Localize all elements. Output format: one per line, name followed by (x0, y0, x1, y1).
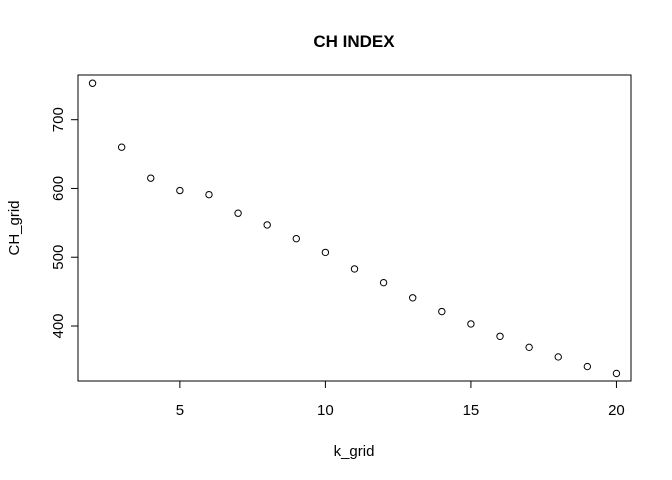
data-point (147, 174, 155, 182)
data-point (612, 369, 621, 378)
x-tick-label: 15 (463, 402, 480, 419)
data-point (350, 265, 359, 273)
y-axis: 400 500 600 700 (50, 107, 79, 339)
y-axis-label: CH_grid (6, 200, 23, 255)
x-axis: 5 10 15 20 (176, 380, 625, 419)
data-point (205, 190, 213, 199)
x-tick-label: 5 (176, 402, 184, 419)
data-point (321, 248, 330, 257)
data-point (467, 320, 475, 328)
y-tick-label: 500 (50, 245, 67, 270)
data-point (88, 79, 97, 87)
x-axis-label: k_grid (334, 443, 375, 460)
data-point (554, 353, 562, 361)
plot-frame (77, 74, 632, 382)
data-point (234, 209, 242, 217)
data-points (88, 79, 621, 378)
data-point (292, 234, 300, 243)
data-point (409, 294, 417, 302)
data-point (583, 362, 592, 371)
data-point (525, 343, 533, 352)
chart-title: CH INDEX (313, 32, 395, 51)
y-tick-label: 600 (50, 176, 67, 201)
x-tick-label: 20 (608, 402, 625, 419)
x-tick-label: 10 (317, 402, 334, 419)
y-tick-label: 400 (50, 313, 67, 338)
data-point (379, 278, 388, 287)
data-point (438, 307, 446, 316)
data-point (176, 186, 184, 195)
data-point (263, 221, 271, 229)
y-tick-label: 700 (50, 107, 67, 132)
data-point (496, 332, 504, 341)
data-point (117, 143, 126, 151)
